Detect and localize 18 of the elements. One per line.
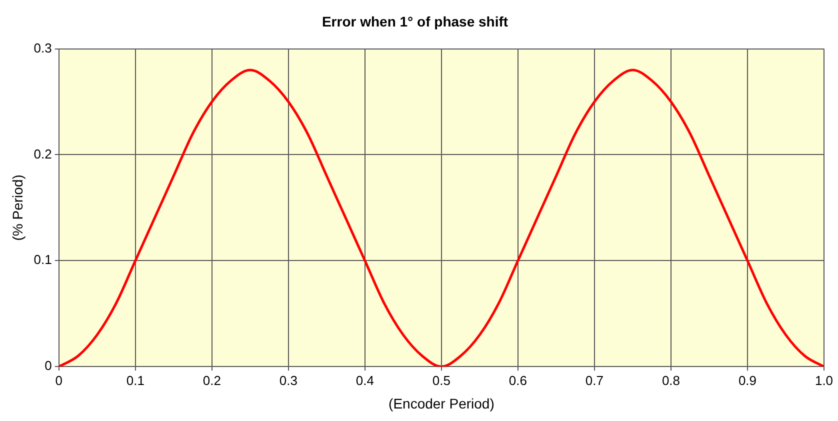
x-tick-label: 0 (55, 372, 62, 388)
x-tick-label: 0.3 (279, 372, 298, 388)
x-axis-title: (Encoder Period) (388, 395, 494, 412)
y-tick-label: 0.3 (34, 40, 52, 56)
x-tick-label: 0.5 (432, 372, 450, 388)
x-tick-label: 0.9 (738, 372, 757, 388)
x-tick-label: 0.8 (662, 372, 680, 388)
y-tick-label: 0.2 (34, 146, 52, 162)
x-tick-label: 1.0 (814, 372, 834, 388)
x-tick-label: 0.6 (508, 372, 527, 388)
y-tick-label: 0 (44, 358, 52, 374)
x-tick-label: 0.7 (585, 372, 604, 388)
y-tick-label: 0.1 (34, 252, 52, 268)
x-tick-label: 0.2 (202, 372, 221, 388)
x-tick-label: 0.1 (126, 372, 144, 388)
y-axis-title: (% Period) (9, 174, 26, 241)
chart-title: Error when 1° of phase shift (322, 13, 508, 30)
x-tick-label: 0.4 (356, 372, 374, 388)
